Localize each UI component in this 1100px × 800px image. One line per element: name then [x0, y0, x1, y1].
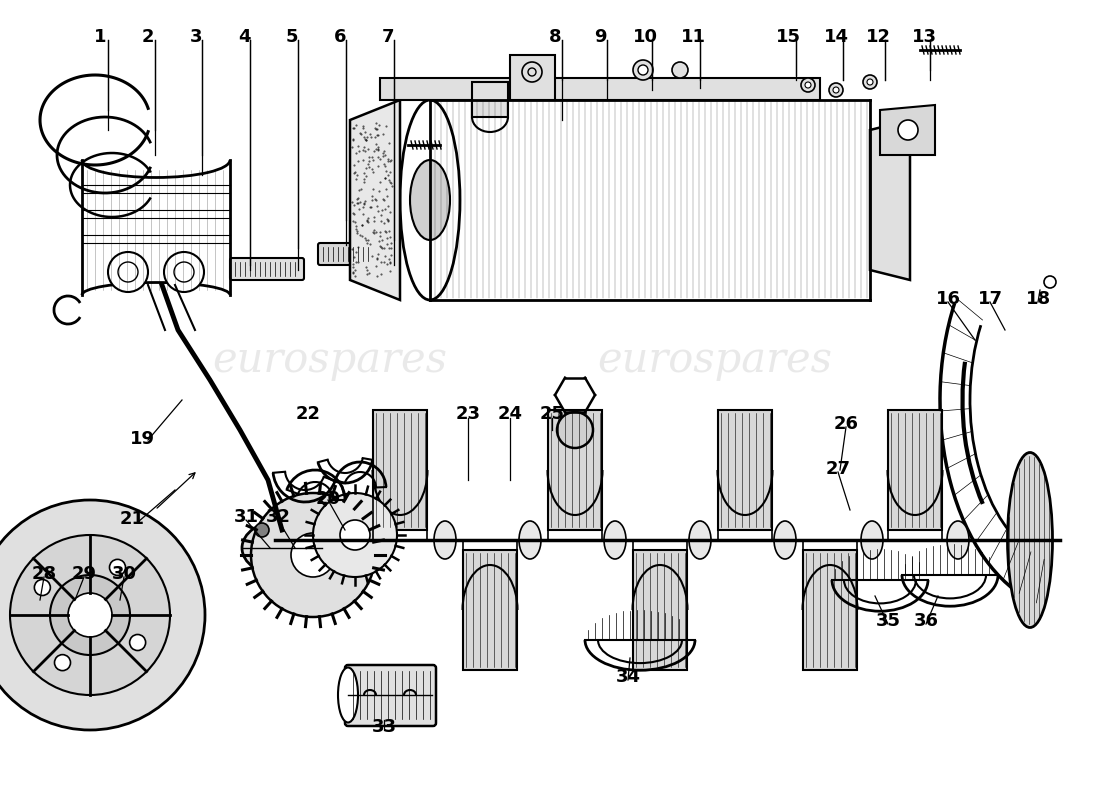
Text: 17: 17 [978, 290, 1002, 308]
Ellipse shape [242, 521, 322, 575]
Text: 28: 28 [32, 565, 56, 583]
Text: 2: 2 [142, 28, 154, 46]
Circle shape [50, 575, 130, 655]
Polygon shape [718, 410, 772, 530]
Text: eurospares: eurospares [212, 339, 448, 381]
Circle shape [632, 60, 653, 80]
Circle shape [251, 493, 375, 617]
Text: 5: 5 [286, 28, 298, 46]
Circle shape [672, 62, 688, 78]
Circle shape [255, 523, 270, 537]
Text: 9: 9 [594, 28, 606, 46]
FancyBboxPatch shape [230, 258, 304, 280]
Circle shape [833, 87, 839, 93]
Text: 31: 31 [233, 508, 258, 526]
Ellipse shape [1008, 453, 1053, 627]
Polygon shape [350, 100, 400, 300]
Circle shape [829, 83, 843, 97]
Polygon shape [510, 55, 556, 100]
Text: 36: 36 [913, 612, 938, 630]
Circle shape [130, 634, 145, 650]
FancyBboxPatch shape [345, 665, 436, 726]
Circle shape [638, 65, 648, 75]
Polygon shape [632, 550, 688, 670]
Ellipse shape [519, 521, 541, 559]
Polygon shape [373, 410, 427, 530]
Polygon shape [463, 550, 517, 670]
Circle shape [864, 75, 877, 89]
Circle shape [898, 120, 918, 140]
Ellipse shape [689, 521, 711, 559]
Ellipse shape [400, 100, 460, 300]
Text: 7: 7 [382, 28, 394, 46]
Text: 35: 35 [876, 612, 901, 630]
Circle shape [292, 533, 336, 577]
Text: 22: 22 [296, 405, 320, 423]
Circle shape [314, 493, 397, 577]
Circle shape [805, 82, 811, 88]
Circle shape [110, 559, 125, 575]
Text: 6: 6 [333, 28, 346, 46]
Text: 18: 18 [1025, 290, 1050, 308]
Text: 34: 34 [616, 668, 640, 686]
Polygon shape [880, 105, 935, 155]
Polygon shape [379, 78, 820, 100]
Text: 27: 27 [825, 460, 850, 478]
Ellipse shape [410, 160, 450, 240]
Ellipse shape [947, 521, 969, 559]
Text: 13: 13 [912, 28, 936, 46]
Text: 24: 24 [497, 405, 522, 423]
Circle shape [1044, 276, 1056, 288]
Polygon shape [548, 410, 602, 530]
Circle shape [34, 579, 51, 595]
Text: 20: 20 [316, 490, 341, 508]
Ellipse shape [434, 521, 456, 559]
Text: 25: 25 [539, 405, 564, 423]
Text: 32: 32 [265, 508, 290, 526]
Text: 33: 33 [372, 718, 396, 736]
Text: 29: 29 [72, 565, 97, 583]
Text: 23: 23 [455, 405, 481, 423]
Text: 12: 12 [866, 28, 891, 46]
Text: 1: 1 [94, 28, 107, 46]
Ellipse shape [604, 521, 626, 559]
Ellipse shape [338, 667, 358, 722]
Ellipse shape [774, 521, 796, 559]
Text: 3: 3 [189, 28, 202, 46]
Text: 4: 4 [238, 28, 251, 46]
Ellipse shape [861, 521, 883, 559]
Circle shape [0, 500, 205, 730]
Circle shape [10, 535, 170, 695]
Circle shape [55, 654, 70, 670]
Circle shape [801, 78, 815, 92]
Text: 21: 21 [120, 510, 144, 528]
Text: eurospares: eurospares [597, 339, 833, 381]
Circle shape [340, 520, 370, 550]
Text: 8: 8 [549, 28, 561, 46]
Text: 10: 10 [632, 28, 658, 46]
FancyBboxPatch shape [318, 243, 377, 265]
Circle shape [68, 593, 112, 637]
Circle shape [298, 550, 310, 562]
Text: 19: 19 [130, 430, 154, 448]
Circle shape [164, 252, 204, 292]
Polygon shape [472, 82, 508, 117]
Text: 11: 11 [681, 28, 705, 46]
Polygon shape [888, 410, 942, 530]
Circle shape [254, 550, 266, 562]
Text: 15: 15 [776, 28, 801, 46]
Circle shape [867, 79, 873, 85]
Polygon shape [870, 120, 910, 280]
Text: 26: 26 [834, 415, 858, 433]
Ellipse shape [344, 521, 366, 559]
Text: 30: 30 [111, 565, 136, 583]
Circle shape [557, 412, 593, 448]
Polygon shape [803, 550, 857, 670]
Ellipse shape [256, 530, 308, 566]
Text: 14: 14 [824, 28, 848, 46]
Circle shape [108, 252, 148, 292]
Text: 16: 16 [935, 290, 960, 308]
